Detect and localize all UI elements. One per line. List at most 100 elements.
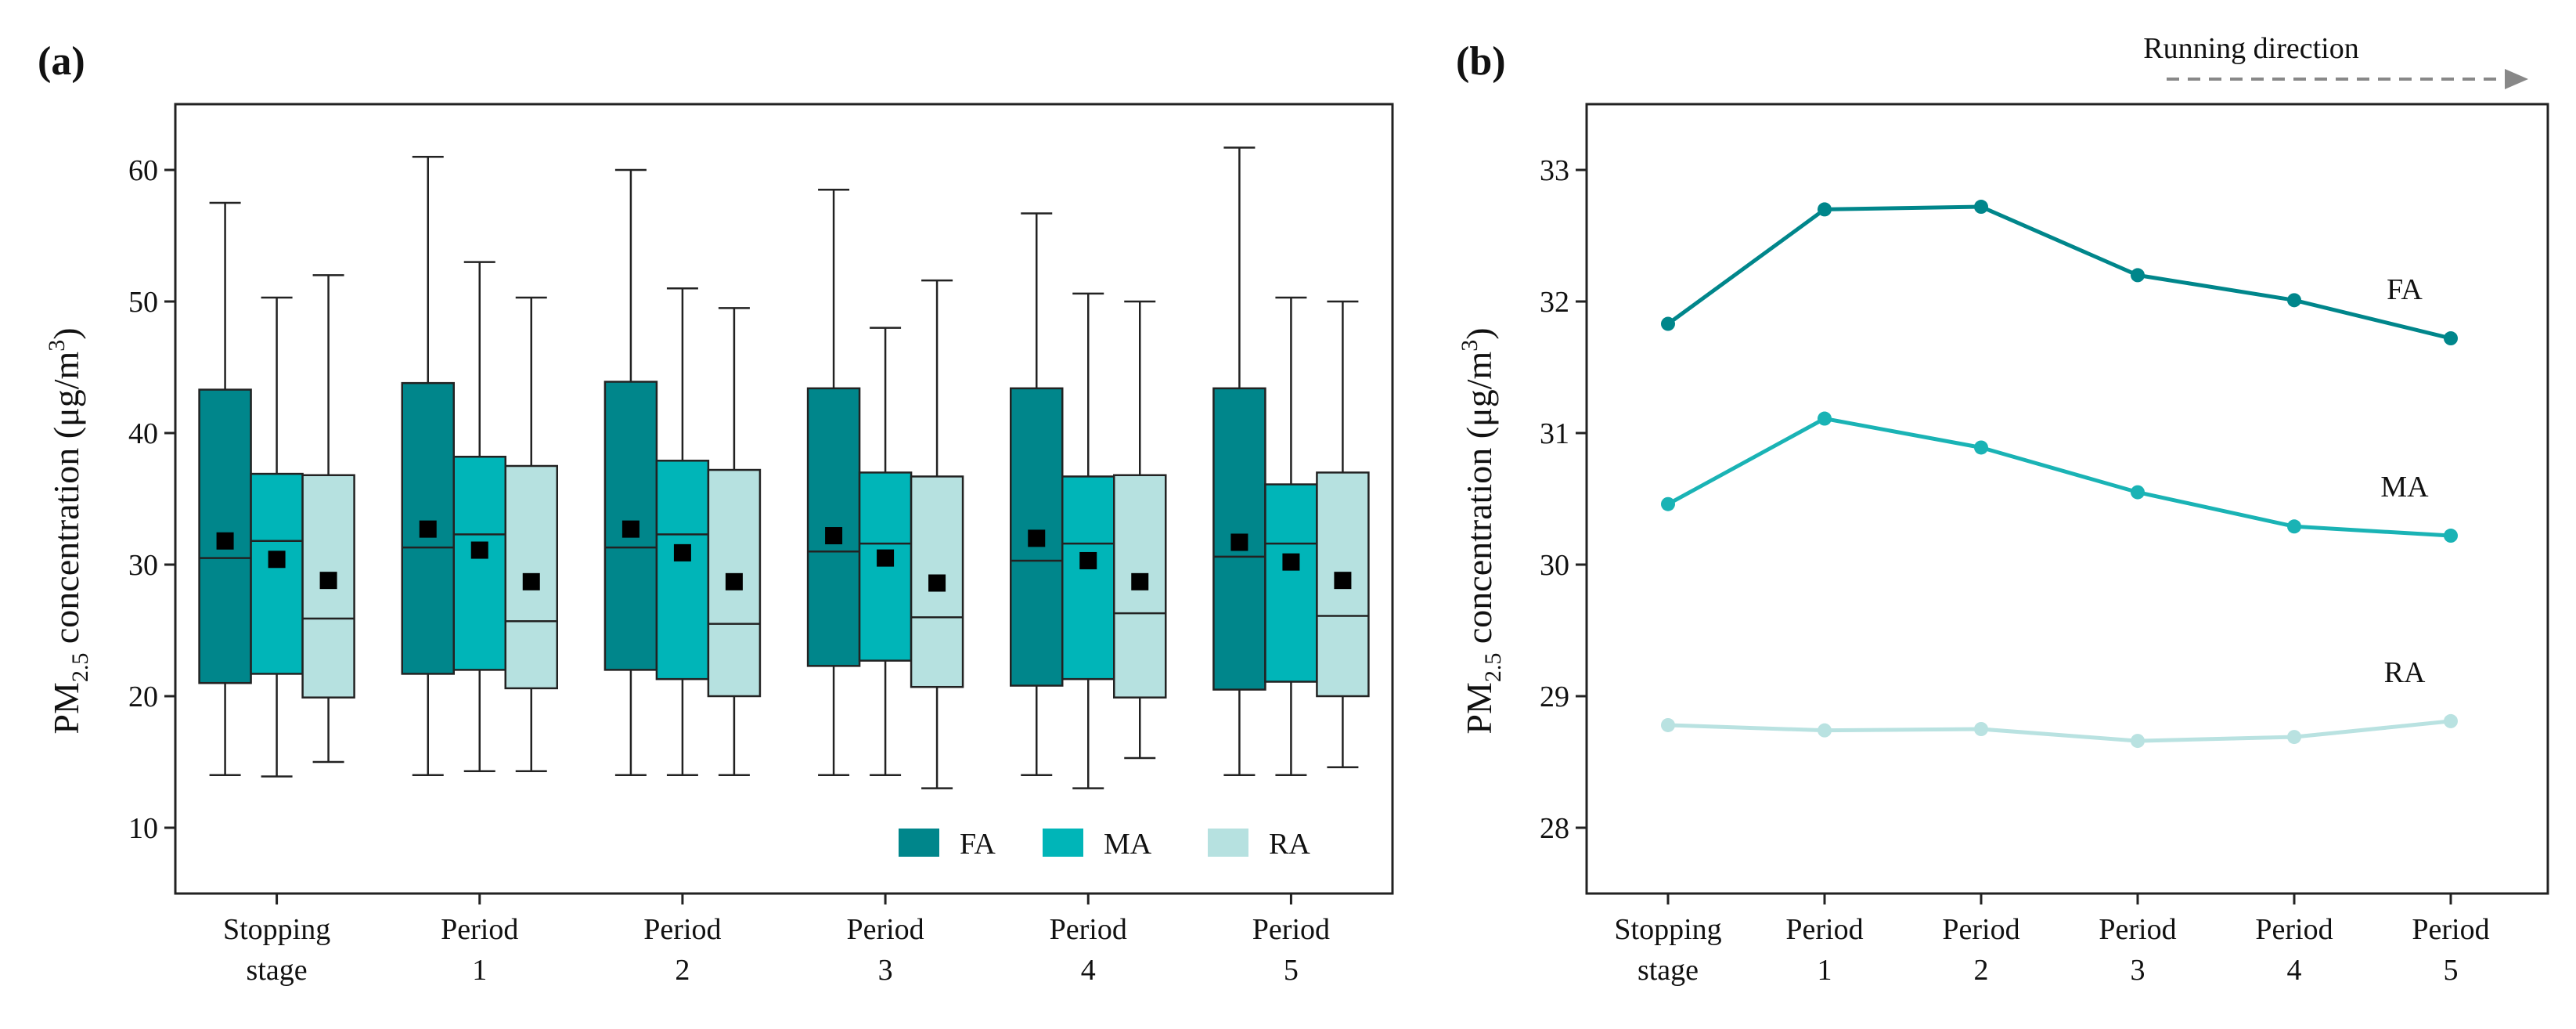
x-category-label: 1 — [472, 954, 487, 987]
mean-marker-ma — [470, 541, 488, 559]
mean-marker-ma — [268, 551, 286, 569]
mean-marker-ma — [1282, 553, 1300, 571]
mean-marker-fa — [1028, 529, 1046, 547]
data-point-ra — [2131, 734, 2145, 749]
x-category-label: 4 — [1081, 954, 1096, 987]
x-category-label: 1 — [1818, 954, 1832, 987]
mean-marker-ra — [928, 574, 946, 592]
data-point-fa — [2444, 331, 2458, 346]
y-tick-label: 33 — [1540, 154, 1569, 187]
x-category-label: 4 — [2287, 954, 2302, 987]
x-category-label: Period — [643, 913, 721, 946]
mean-marker-ra — [319, 572, 337, 590]
y-tick-label: 50 — [128, 286, 158, 319]
series-label-ma: MA — [2380, 471, 2429, 504]
running-direction-annotation: Running direction — [2143, 32, 2528, 89]
x-category-label: 5 — [1284, 954, 1299, 987]
data-point-fa — [2287, 293, 2301, 308]
x-category-label: 2 — [1974, 954, 1989, 987]
mean-marker-ma — [673, 543, 691, 561]
mean-marker-fa — [1230, 533, 1248, 551]
x-category-label: 3 — [2131, 954, 2145, 987]
legend-swatch-fa — [899, 829, 939, 857]
box-ma — [250, 472, 304, 675]
data-point-fa — [2131, 268, 2145, 283]
y-tick-label: 28 — [1540, 812, 1569, 845]
data-point-ra — [2287, 730, 2301, 745]
legend-label-fa: FA — [960, 828, 996, 861]
series-label-fa: FA — [2387, 273, 2423, 306]
running-direction-arrowhead-icon — [2505, 69, 2528, 89]
y-tick-label: 31 — [1540, 417, 1569, 450]
y-tick-label: 32 — [1540, 286, 1569, 319]
box-ma — [452, 455, 506, 671]
series-line-ma — [1666, 416, 2452, 538]
x-category-label: Stopping — [223, 913, 330, 946]
mean-marker-fa — [825, 527, 843, 545]
y-tick-label: 20 — [128, 681, 158, 713]
x-category-label: Period — [2099, 913, 2176, 946]
mean-marker-ma — [1079, 551, 1097, 569]
running-direction-label: Running direction — [2143, 32, 2358, 65]
data-point-ra — [1661, 717, 1675, 732]
panel-a-y-axis-label: PM2.5 concentration (μg/m3) — [44, 327, 93, 734]
panel-a-frame — [174, 103, 1394, 895]
x-category-label: stage — [247, 954, 308, 987]
mean-marker-ma — [877, 549, 895, 567]
data-point-ma — [2287, 519, 2301, 534]
legend-swatch-ma — [1043, 829, 1083, 857]
mean-marker-ra — [522, 572, 540, 590]
mean-marker-fa — [621, 520, 639, 538]
x-category-label: Period — [1942, 913, 2019, 946]
x-category-label: Period — [846, 913, 924, 946]
y-tick-label: 60 — [128, 154, 158, 187]
x-category-label: Period — [441, 913, 518, 946]
mean-marker-ra — [725, 572, 743, 590]
mean-marker-fa — [216, 532, 234, 550]
panel-a-boxplot: 10 20 30 40 50 60 Stopping stage Period 1 Period 2 P… — [128, 146, 1370, 987]
data-point-ma — [1974, 440, 1988, 455]
series-line-fa — [1666, 204, 2452, 341]
y-tick-label: 40 — [128, 417, 158, 450]
mean-marker-ra — [1334, 572, 1352, 590]
box-ma — [1264, 483, 1318, 683]
box-ma — [1061, 475, 1115, 681]
x-category-label: 5 — [2444, 954, 2459, 987]
y-tick-label: 30 — [1540, 549, 1569, 582]
data-point-ra — [1974, 722, 1988, 736]
data-point-fa — [1818, 202, 1832, 217]
x-category-label: Period — [2255, 913, 2333, 946]
y-tick-label: 10 — [128, 812, 158, 845]
data-point-fa — [1661, 316, 1675, 331]
x-category-label: Stopping — [1614, 913, 1721, 946]
data-point-ma — [2444, 529, 2458, 543]
y-tick-label: 30 — [128, 549, 158, 582]
panel-a-label: (a) — [38, 39, 85, 84]
x-category-label: Period — [1785, 913, 1863, 946]
legend-label-ra: RA — [1269, 828, 1310, 861]
panel-a-legend: FA MA RA — [899, 828, 1310, 861]
data-point-ma — [1661, 496, 1675, 511]
panel-b-label: (b) — [1456, 39, 1506, 84]
panel-b-linechart: 28 29 30 31 32 33 Stopping stage Period 1 Period 2 P… — [1540, 154, 2490, 987]
mean-marker-fa — [419, 520, 437, 538]
x-category-label: Period — [2412, 913, 2489, 946]
panel-b-y-axis-label: PM2.5 concentration (μg/m3) — [1457, 327, 1506, 734]
series-line-ra — [1667, 719, 2452, 743]
panel-b-frame — [1585, 103, 2549, 895]
data-point-ma — [2131, 485, 2145, 500]
mean-marker-ra — [1131, 572, 1149, 590]
box-ra — [301, 474, 355, 699]
series-label-ra: RA — [2384, 656, 2426, 689]
legend-swatch-ra — [1208, 829, 1248, 857]
y-tick-label: 29 — [1540, 681, 1569, 713]
x-category-label: Period — [1050, 913, 1127, 946]
data-point-ra — [2444, 713, 2458, 728]
x-category-label: stage — [1637, 954, 1699, 987]
data-point-ma — [1818, 411, 1832, 426]
x-category-label: Period — [1252, 913, 1330, 946]
box-ma — [655, 460, 710, 681]
data-point-ra — [1818, 723, 1832, 738]
x-category-label: 3 — [878, 954, 893, 987]
